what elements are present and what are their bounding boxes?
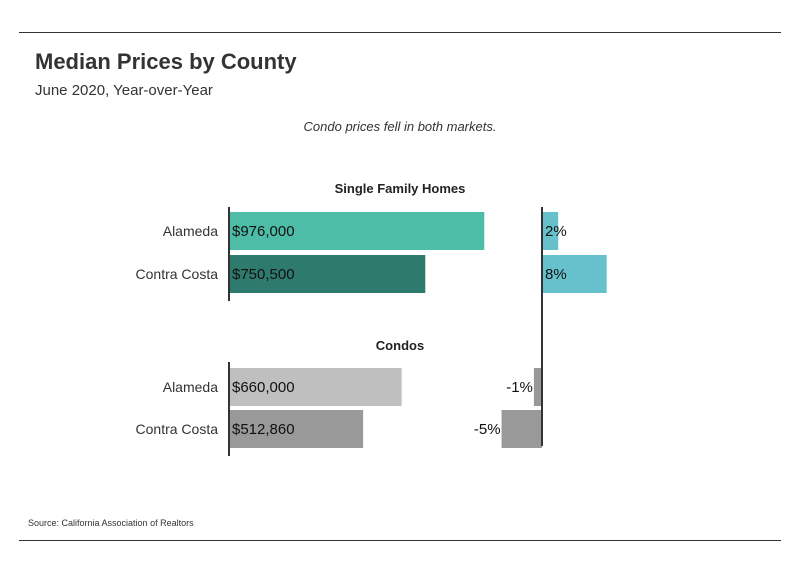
top-rule xyxy=(19,32,781,33)
source-note: Source: California Association of Realto… xyxy=(28,518,194,528)
category-label: Contra Costa xyxy=(136,421,219,437)
change-bar xyxy=(542,255,607,293)
change-bar xyxy=(501,410,542,448)
category-label: Alameda xyxy=(163,379,218,395)
chart-title: Median Prices by County xyxy=(35,49,297,74)
price-bar xyxy=(229,255,426,293)
change-label: -5% xyxy=(474,421,501,438)
group-title: Single Family Homes xyxy=(335,181,466,196)
change-bar xyxy=(542,212,559,250)
price-label: $976,000 xyxy=(232,223,295,240)
price-bar xyxy=(229,212,485,250)
change-label: -1% xyxy=(506,379,533,396)
price-label: $660,000 xyxy=(232,379,295,396)
price-bar xyxy=(229,368,402,406)
group-title: Condos xyxy=(376,338,424,353)
price-label: $512,860 xyxy=(232,421,295,438)
chart-subtitle: June 2020, Year-over-Year xyxy=(35,82,213,99)
chart-annotation: Condo prices fell in both markets. xyxy=(303,119,497,134)
price-label: $750,500 xyxy=(232,266,295,283)
bottom-rule xyxy=(19,540,781,541)
change-bar xyxy=(533,368,542,406)
change-label: 8% xyxy=(545,266,567,283)
price-bar xyxy=(229,410,364,448)
category-label: Contra Costa xyxy=(136,266,219,282)
category-label: Alameda xyxy=(163,223,218,239)
change-label: 2% xyxy=(545,223,567,240)
